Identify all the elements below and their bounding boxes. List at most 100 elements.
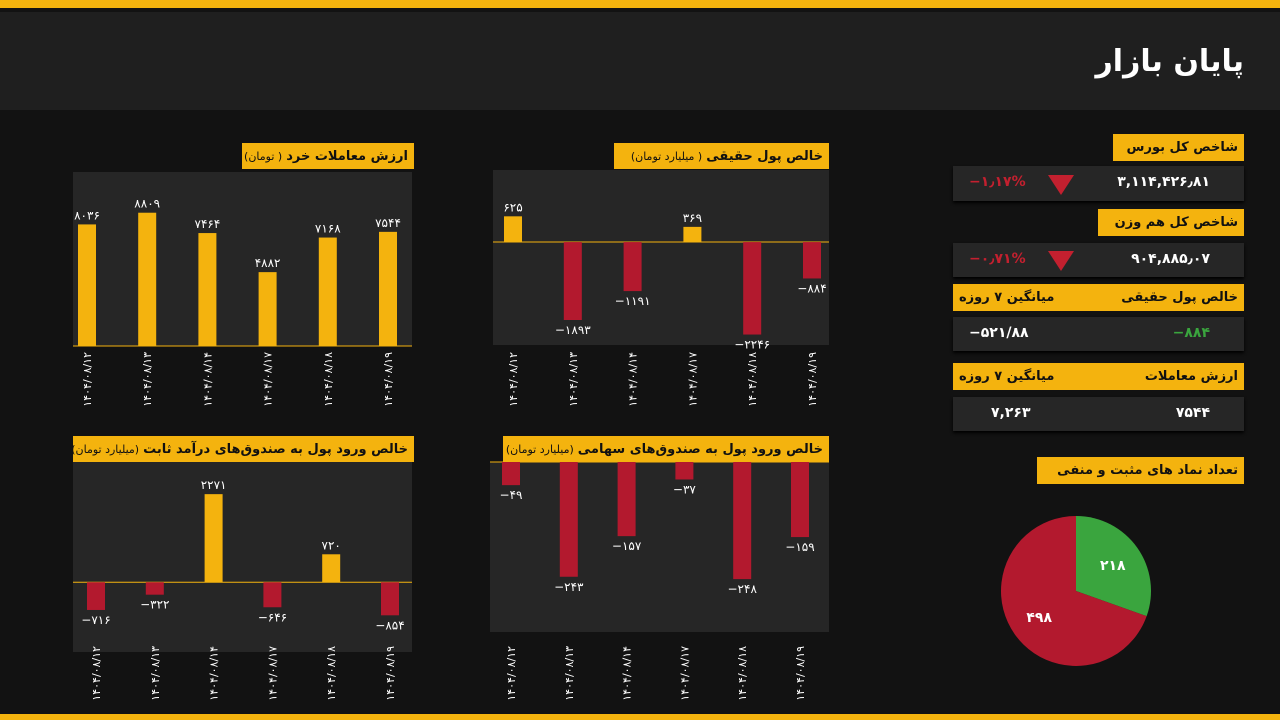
average-period: میانگین ۷ روزه xyxy=(959,290,1055,305)
bar xyxy=(683,226,702,243)
index-label: شاخص کل بورس xyxy=(1113,134,1244,161)
data-label: −۴۹ xyxy=(500,488,523,502)
bar xyxy=(379,231,397,346)
bar xyxy=(381,582,399,616)
x-tick-label: ۱۴۰۴/۰۸/۱۹ xyxy=(806,352,819,407)
down-arrow xyxy=(1048,251,1074,271)
chart-subtitle: (میلیارد تومان) xyxy=(505,442,574,456)
data-label: −۲۴۳ xyxy=(554,580,584,594)
data-label: ۷۲۰ xyxy=(322,538,341,552)
index-label: شاخص کل هم وزن xyxy=(1098,209,1244,236)
data-label: −۸۵۴ xyxy=(375,618,404,632)
bar xyxy=(803,242,821,279)
chart-title-box: خالص ورود پول به صندوق‌های درآمد ثابت (می… xyxy=(71,436,414,462)
average-header: خالص پول حقیقی میانگین ۷ روزه xyxy=(953,284,1244,311)
index-row: ۳,۱۱۴,۴۲۶٫۸۱ −۱٫۱۷% xyxy=(953,166,1244,201)
chart-title: ارزش معاملات خرد xyxy=(286,148,408,164)
data-label: ۳۶۹ xyxy=(683,211,702,225)
x-tick-label: ۱۴۰۴/۰۸/۱۷ xyxy=(266,646,279,701)
data-label: −۳۷ xyxy=(673,482,697,496)
data-label: −۲۲۴۶ xyxy=(734,338,770,352)
x-tick-label: ۱۴۰۴/۰۸/۱۷ xyxy=(262,352,275,407)
chart-title: خالص ورود پول به صندوق‌های درآمد ثابت xyxy=(143,441,408,457)
average-value: −۸۸۴ xyxy=(1172,325,1210,341)
bar xyxy=(504,216,522,243)
data-label: −۱۱۹۱ xyxy=(615,294,651,308)
average-avg: −۵۲۱/۸۸ xyxy=(969,325,1029,341)
x-tick-label: ۱۴۰۴/۰۸/۱۳ xyxy=(563,646,576,701)
data-label: −۱۵۷ xyxy=(612,539,642,553)
data-label: ۸۰۳۶ xyxy=(74,208,100,222)
index-label-text: شاخص کل هم وزن xyxy=(1114,215,1238,230)
x-tick-label: ۱۴۰۴/۰۸/۱۴ xyxy=(621,646,634,701)
average-row: −۸۸۴ −۵۲۱/۸۸ xyxy=(953,317,1244,351)
data-label: −۷۱۶ xyxy=(81,613,110,627)
x-tick-label: ۱۴۰۴/۰۸/۱۲ xyxy=(507,352,520,407)
data-label: ۴۸۸۲ xyxy=(255,256,281,270)
x-tick-label: ۱۴۰۴/۰۸/۱۹ xyxy=(382,352,395,407)
chart-title-box: تعداد نماد های مثبت و منفی xyxy=(1037,457,1244,484)
page-title: پایان بازار xyxy=(1095,44,1244,79)
bottom-stripe xyxy=(0,714,1280,720)
index-change: −۱٫۱۷% xyxy=(969,174,1026,190)
bar xyxy=(791,462,809,538)
data-label: ۸۸۰۹ xyxy=(134,197,160,211)
x-tick-label: ۱۴۰۴/۰۸/۱۲ xyxy=(505,646,518,701)
chart-title-box: خالص پول حقیقی( میلیارد تومان) xyxy=(614,143,829,169)
x-tick-label: ۱۴۰۴/۰۸/۱۸ xyxy=(736,646,749,701)
down-arrow xyxy=(1048,175,1074,195)
bar xyxy=(318,237,337,346)
x-tick-label: ۱۴۰۴/۰۸/۱۴ xyxy=(627,352,640,407)
bar xyxy=(743,242,762,335)
bar xyxy=(263,582,282,608)
data-label: ۲۲۷۱ xyxy=(201,478,227,492)
bar xyxy=(78,224,96,346)
bar xyxy=(563,242,582,321)
average-value: ۷۵۴۴ xyxy=(1175,405,1210,421)
bar xyxy=(87,582,105,610)
index-value: ۳,۱۱۴,۴۲۶٫۸۱ xyxy=(1117,174,1210,190)
bar xyxy=(675,462,694,480)
chart-title: خالص پول حقیقی xyxy=(706,148,823,164)
x-tick-label: ۱۴۰۴/۰۸/۱۸ xyxy=(746,352,759,407)
data-label: −۱۵۹ xyxy=(785,540,814,554)
chart-title: تعداد نماد های مثبت و منفی xyxy=(1057,463,1238,478)
bar xyxy=(145,582,164,595)
chart-title-box: ارزش معاملات خرد( تومان) xyxy=(242,143,414,169)
chart-subtitle: ( میلیارد تومان) xyxy=(630,149,703,163)
data-label: −۲۴۸ xyxy=(728,582,758,596)
bar xyxy=(502,462,520,486)
bar xyxy=(559,462,578,577)
average-label: خالص پول حقیقی xyxy=(1121,290,1238,305)
bar xyxy=(623,242,642,292)
bar xyxy=(322,554,341,583)
average-row: ۷۵۴۴ ۷,۲۶۳ xyxy=(953,397,1244,431)
data-label: −۸۸۴ xyxy=(797,281,826,295)
x-tick-label: ۱۴۰۴/۰۸/۱۹ xyxy=(384,646,397,701)
index-label-text: شاخص کل بورس xyxy=(1126,140,1238,155)
average-header: ارزش معاملات میانگین ۷ روزه xyxy=(953,363,1244,390)
index-change: −۰٫۷۱% xyxy=(969,251,1026,267)
average-label: ارزش معاملات xyxy=(1144,369,1238,384)
header-band xyxy=(0,12,1280,110)
bar xyxy=(198,233,217,346)
pie-slice xyxy=(1001,516,1147,666)
index-row: ۹۰۴,۸۸۵٫۰۷ −۰٫۷۱% xyxy=(953,243,1244,277)
chart-subtitle: ( تومان) xyxy=(244,149,283,163)
plot-area xyxy=(73,462,412,652)
bar xyxy=(258,272,277,346)
x-tick-label: ۱۴۰۴/۰۸/۱۳ xyxy=(567,352,580,407)
data-label: ۴۹۸ xyxy=(1026,610,1052,626)
chart-title-box: خالص ورود پول به صندوق‌های سهامی (میلیارد… xyxy=(503,436,829,462)
bar xyxy=(617,462,636,537)
data-label: −۶۴۶ xyxy=(258,610,287,624)
data-label: ۲۱۸ xyxy=(1100,558,1126,574)
data-label: ۶۲۵ xyxy=(503,200,522,214)
x-tick-label: ۱۴۰۴/۰۸/۱۳ xyxy=(141,352,154,407)
data-label: ۷۴۶۴ xyxy=(195,217,221,231)
x-tick-label: ۱۴۰۴/۰۸/۱۹ xyxy=(794,646,807,701)
plot-area xyxy=(490,462,829,632)
x-tick-label: ۱۴۰۴/۰۸/۱۷ xyxy=(678,646,691,701)
x-tick-label: ۱۴۰۴/۰۸/۱۴ xyxy=(208,646,221,701)
